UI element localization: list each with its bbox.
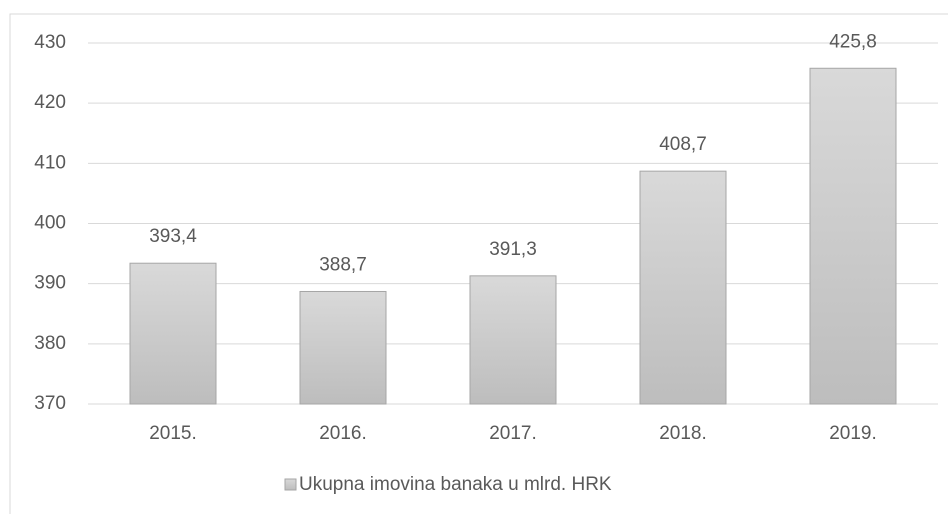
x-tick-label: 2019.	[829, 423, 877, 444]
x-tick-label: 2015.	[149, 423, 197, 444]
y-tick-label: 370	[34, 393, 66, 414]
y-tick-label: 430	[34, 32, 66, 53]
bar	[469, 275, 557, 405]
x-tick-label: 2018.	[659, 423, 707, 444]
y-tick-label: 390	[34, 273, 66, 294]
bar	[639, 170, 727, 405]
y-tick-label: 400	[34, 213, 66, 234]
data-label: 391,3	[489, 239, 537, 260]
legend-swatch	[284, 478, 297, 491]
x-tick-label: 2016.	[319, 423, 367, 444]
bar	[299, 290, 387, 405]
legend-label: Ukupna imovina banaka u mlrd. HRK	[299, 474, 612, 495]
y-tick-label: 410	[34, 152, 66, 173]
x-tick-label: 2017.	[489, 423, 537, 444]
data-label: 388,7	[319, 255, 367, 276]
bar	[809, 67, 897, 405]
y-tick-label: 380	[34, 333, 66, 354]
y-tick-label: 420	[34, 92, 66, 113]
bar	[129, 262, 217, 405]
data-label: 393,4	[149, 226, 197, 247]
data-label: 425,8	[829, 31, 877, 52]
chart-border	[9, 13, 948, 514]
data-label: 408,7	[659, 134, 707, 155]
